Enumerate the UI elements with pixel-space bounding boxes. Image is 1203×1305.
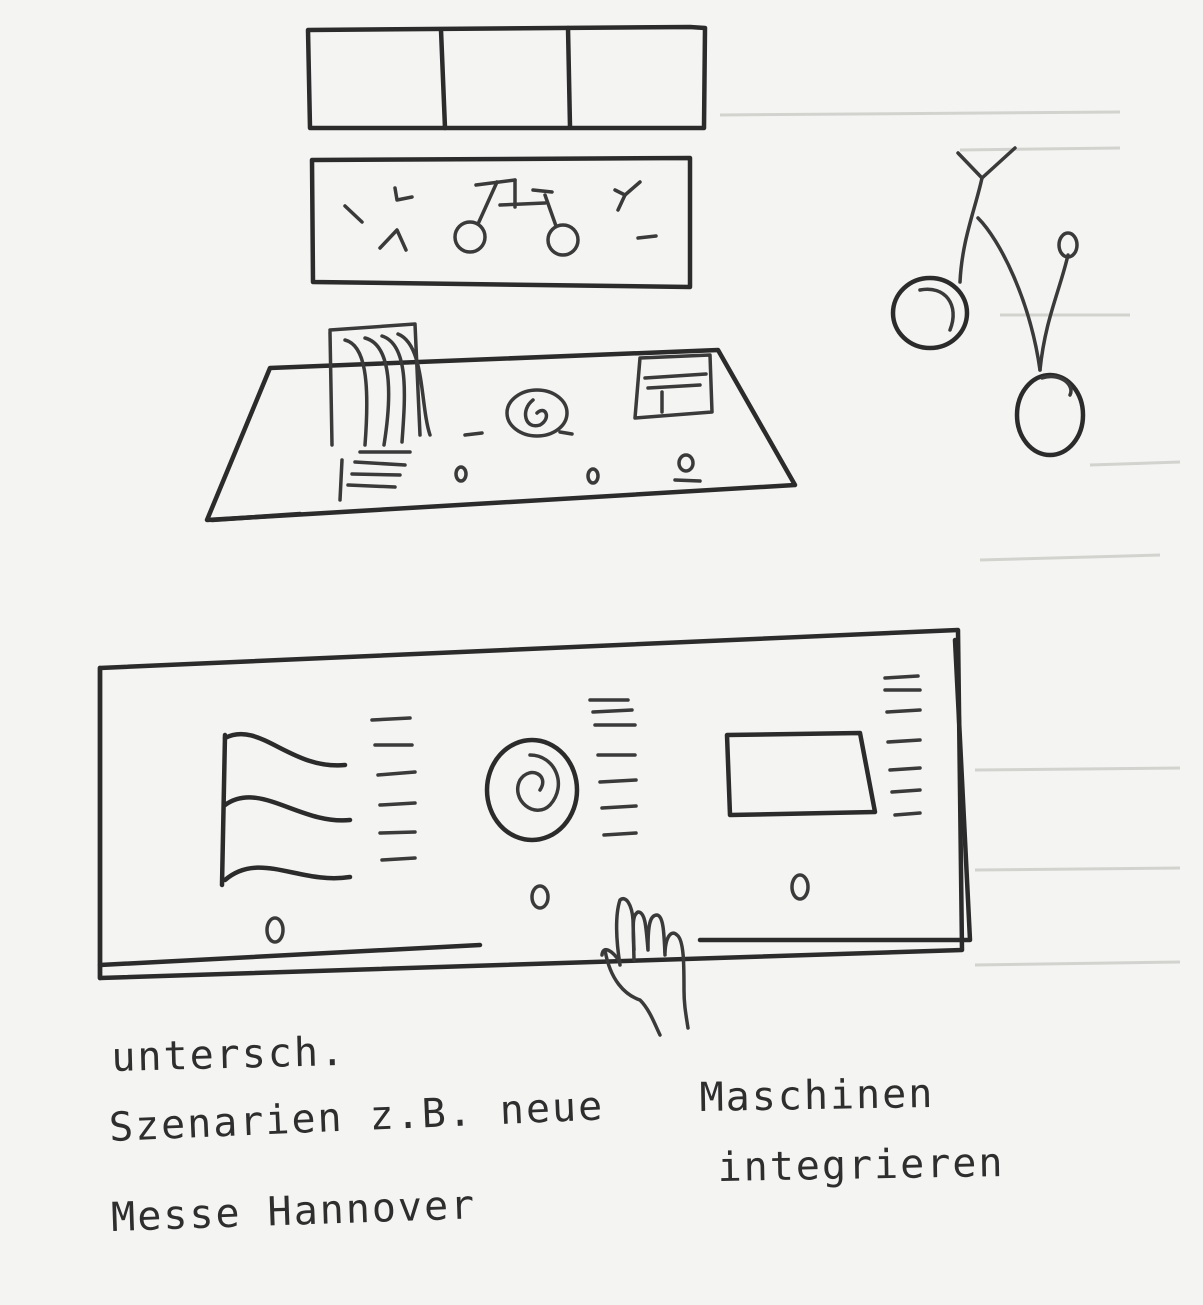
- note-line-4: integrieren: [717, 1139, 1005, 1191]
- wave-screen-3d: [328, 322, 432, 447]
- perspective-table: [204, 322, 798, 523]
- spiral-3d-icon: [463, 388, 574, 438]
- panel-knob-3: [790, 873, 810, 901]
- table-knob-2: [586, 467, 600, 485]
- hand-icon: [600, 897, 690, 1037]
- scene-box: [309, 155, 693, 290]
- large-display-panel: [97, 627, 973, 981]
- wave-lines-icon: [219, 731, 353, 888]
- panel-knob-1: [265, 916, 285, 944]
- table-knob-1: [454, 465, 468, 483]
- note-line-3: Maschinen: [699, 1070, 935, 1121]
- table-knob-3: [677, 453, 695, 473]
- note-line-1: untersch.: [110, 1028, 347, 1081]
- box-3d: [633, 353, 714, 420]
- three-cell-box: [305, 24, 708, 131]
- background-show-through: [719, 110, 1181, 967]
- bicycle-icon: [453, 178, 580, 257]
- figure-mark: [343, 204, 364, 224]
- cherries-icon: [890, 146, 1086, 458]
- screen-rectangle-icon: [724, 730, 878, 818]
- spiral-icon: [484, 737, 580, 843]
- panel-knob-2: [530, 884, 550, 910]
